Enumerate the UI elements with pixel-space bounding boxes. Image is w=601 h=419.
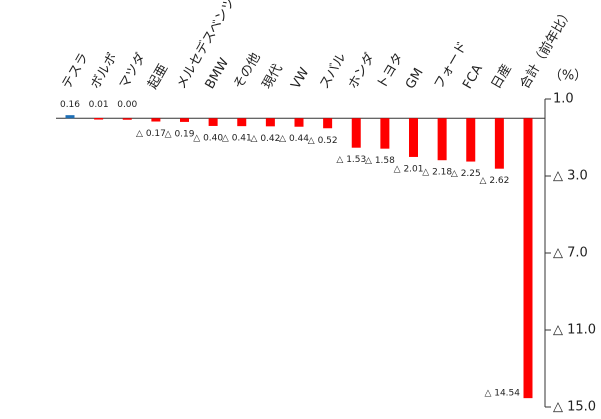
value-label: 0.01 [89,100,109,110]
bar [122,118,132,120]
value-label: △ 2.01 [394,164,424,174]
value-label: △ 1.58 [365,156,395,166]
bar [151,118,161,122]
x-tick-label: テスラ [60,50,92,91]
value-label: △ 2.18 [422,168,452,178]
bar [437,118,447,161]
x-tick-label: BMW [203,56,233,92]
y-tick-label: △ 15.0 [553,400,596,415]
y-tick-label: △ 11.0 [553,323,596,338]
value-label: △ 0.40 [193,133,223,143]
bar [523,118,533,399]
bar [466,118,476,162]
x-tick-label: FCA [460,62,486,92]
value-label: △ 0.17 [136,129,166,139]
value-label: 0.16 [60,100,80,110]
x-tick-label: 起亜 [145,62,171,92]
y-tick-label: △ 3.0 [553,169,588,184]
value-label: △ 0.42 [251,134,281,144]
bar [351,118,361,148]
x-tick-label: その他 [231,50,263,91]
x-tick-label: 現代 [260,62,286,92]
value-label: △ 14.54 [484,389,520,399]
x-tick-label: VW [289,65,313,91]
value-label: 0.00 [117,100,137,110]
bar [380,118,390,149]
x-tick-label: トヨタ [374,50,406,91]
value-label: △ 0.19 [165,129,195,139]
value-label: △ 0.41 [222,134,252,144]
bar [65,115,75,119]
x-tick-label: ボルボ [88,50,120,91]
bar [494,118,504,169]
bar [208,118,218,126]
x-tick-label: スバル [317,50,349,91]
bar [294,118,304,127]
value-label: △ 1.53 [336,155,366,165]
value-label: △ 2.25 [451,169,481,179]
x-tick-label: ホンダ [346,50,378,91]
bar [409,118,418,157]
y-unit: （%） [549,69,587,84]
bar [265,118,275,127]
value-label: △ 0.44 [279,134,309,144]
x-tick-label: GM [403,66,427,92]
bar [94,118,104,120]
x-tick-label: マツダ [117,50,149,91]
bar [180,118,189,122]
value-label: △ 2.62 [480,176,510,186]
y-tick-label: △ 7.0 [553,246,588,261]
bar [323,118,333,129]
value-label: △ 0.52 [308,136,338,146]
bar [237,118,247,127]
x-tick-label: 日産 [488,61,515,92]
y-tick-label: 1.0 [553,92,574,107]
